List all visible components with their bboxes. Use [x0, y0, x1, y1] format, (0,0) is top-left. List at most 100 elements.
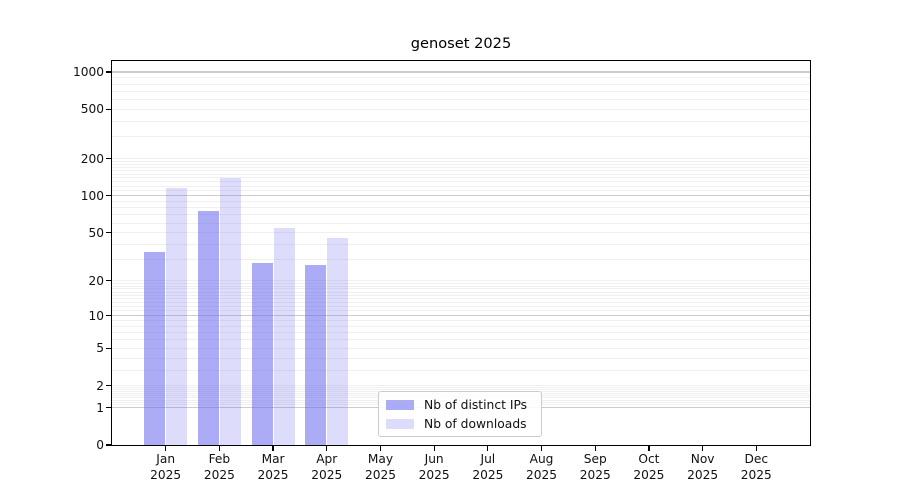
gridline-minor	[112, 369, 810, 371]
bar-downloads	[273, 227, 295, 445]
x-tick-mark	[272, 446, 274, 451]
gridline-minor	[112, 83, 810, 85]
y-tick-label: 2	[96, 378, 104, 393]
gridline-minor	[112, 347, 810, 349]
gridline-minor	[112, 302, 810, 304]
gridline-minor	[112, 177, 810, 179]
gridline-minor	[112, 339, 810, 341]
gridline-minor	[112, 332, 810, 334]
y-tick-mark	[105, 158, 112, 160]
y-tick-mark	[105, 279, 112, 282]
x-tick-label: Aug 2025	[526, 452, 558, 482]
legend-label-distinct-ips: Nb of distinct IPs	[424, 397, 528, 412]
gridline-minor	[112, 170, 810, 172]
gridline-major	[112, 195, 810, 197]
gridline-minor	[112, 160, 810, 162]
y-tick-label: 20	[88, 273, 104, 288]
gridline-minor	[112, 291, 810, 293]
bar-downloads	[219, 177, 241, 445]
gridline-minor	[112, 320, 810, 322]
y-axis-line	[110, 59, 112, 447]
x-axis-line	[110, 444, 812, 447]
gridline-minor	[112, 99, 810, 101]
x-tick-label: Apr 2025	[311, 452, 343, 482]
y-tick-mark	[105, 347, 112, 349]
gridline-minor	[112, 173, 810, 175]
gridline-minor	[112, 120, 810, 122]
x-tick-mark	[594, 446, 596, 451]
x-tick-mark	[433, 446, 435, 451]
gridline-minor	[112, 310, 810, 312]
x-tick-label: Mar 2025	[257, 452, 289, 482]
gridline-minor	[112, 190, 810, 192]
gridline-minor	[112, 306, 810, 308]
right-spine	[810, 59, 812, 447]
gridline-minor	[112, 222, 810, 224]
bar-distinct-ips	[197, 211, 219, 445]
gridline-minor	[112, 232, 810, 234]
gridline-minor	[112, 280, 810, 282]
top-spine	[110, 59, 812, 61]
gridline-minor	[112, 244, 810, 245]
y-tick-label: 500	[80, 102, 104, 117]
gridline-minor	[112, 388, 810, 390]
gridline-minor	[112, 207, 810, 209]
x-tick-mark	[379, 446, 382, 451]
y-tick-label: 5	[96, 341, 104, 356]
gridline-minor	[112, 357, 810, 359]
x-tick-label: Nov 2025	[687, 452, 719, 482]
x-tick-label: Sep 2025	[579, 452, 611, 482]
x-tick-label: Jan 2025	[150, 452, 182, 482]
bar-distinct-ips	[251, 263, 273, 445]
x-tick-mark	[487, 446, 489, 451]
y-tick-mark	[105, 195, 112, 197]
bar-distinct-ips	[144, 251, 166, 445]
gridline-minor	[112, 90, 810, 92]
gridline-minor	[112, 185, 810, 187]
bar-downloads	[327, 238, 349, 445]
x-tick-label: May 2025	[364, 452, 396, 482]
y-tick-label: 100	[80, 188, 104, 203]
gridline-major	[112, 314, 810, 317]
gridline-minor	[112, 200, 810, 202]
x-tick-mark	[326, 446, 328, 451]
y-tick-mark	[105, 406, 112, 409]
x-tick-label: Feb 2025	[203, 452, 235, 482]
x-tick-mark	[648, 446, 650, 451]
y-tick-mark	[105, 444, 112, 446]
legend-label-downloads: Nb of downloads	[424, 416, 527, 431]
gridline-minor	[112, 136, 810, 138]
chart-title: genoset 2025	[410, 35, 512, 52]
gridline-minor	[112, 259, 810, 261]
bar-distinct-ips	[305, 265, 327, 445]
legend-item-distinct-ips: Nb of distinct IPs	[386, 398, 541, 412]
gridline-minor	[112, 325, 810, 327]
x-tick-label: Jul 2025	[472, 452, 504, 482]
x-tick-label: Jun 2025	[418, 452, 450, 482]
gridline-minor	[112, 288, 810, 290]
legend-item-downloads: Nb of downloads	[386, 417, 541, 431]
y-tick-mark	[105, 314, 112, 317]
gridline-minor	[112, 163, 810, 165]
gridline-minor	[112, 294, 810, 296]
gridline-minor	[112, 158, 810, 160]
gridline-minor	[112, 166, 810, 168]
gridline-major	[112, 71, 810, 73]
x-tick-mark	[701, 446, 704, 451]
x-tick-mark	[755, 446, 757, 451]
y-tick-mark	[105, 108, 112, 110]
x-tick-mark	[165, 446, 167, 451]
y-tick-mark	[105, 71, 112, 73]
bar-downloads	[166, 188, 188, 445]
y-tick-label: 10	[88, 308, 104, 323]
y-tick-label: 200	[80, 151, 104, 166]
y-tick-mark	[105, 232, 112, 234]
gridline-minor	[112, 298, 810, 300]
legend-swatch-distinct-ips-icon	[386, 399, 414, 410]
legend-swatch-downloads-icon	[386, 418, 414, 429]
legend: Nb of distinct IPs Nb of downloads	[378, 391, 542, 437]
gridline-minor	[112, 285, 810, 287]
gridline-minor	[112, 282, 810, 284]
y-tick-mark	[105, 385, 112, 387]
